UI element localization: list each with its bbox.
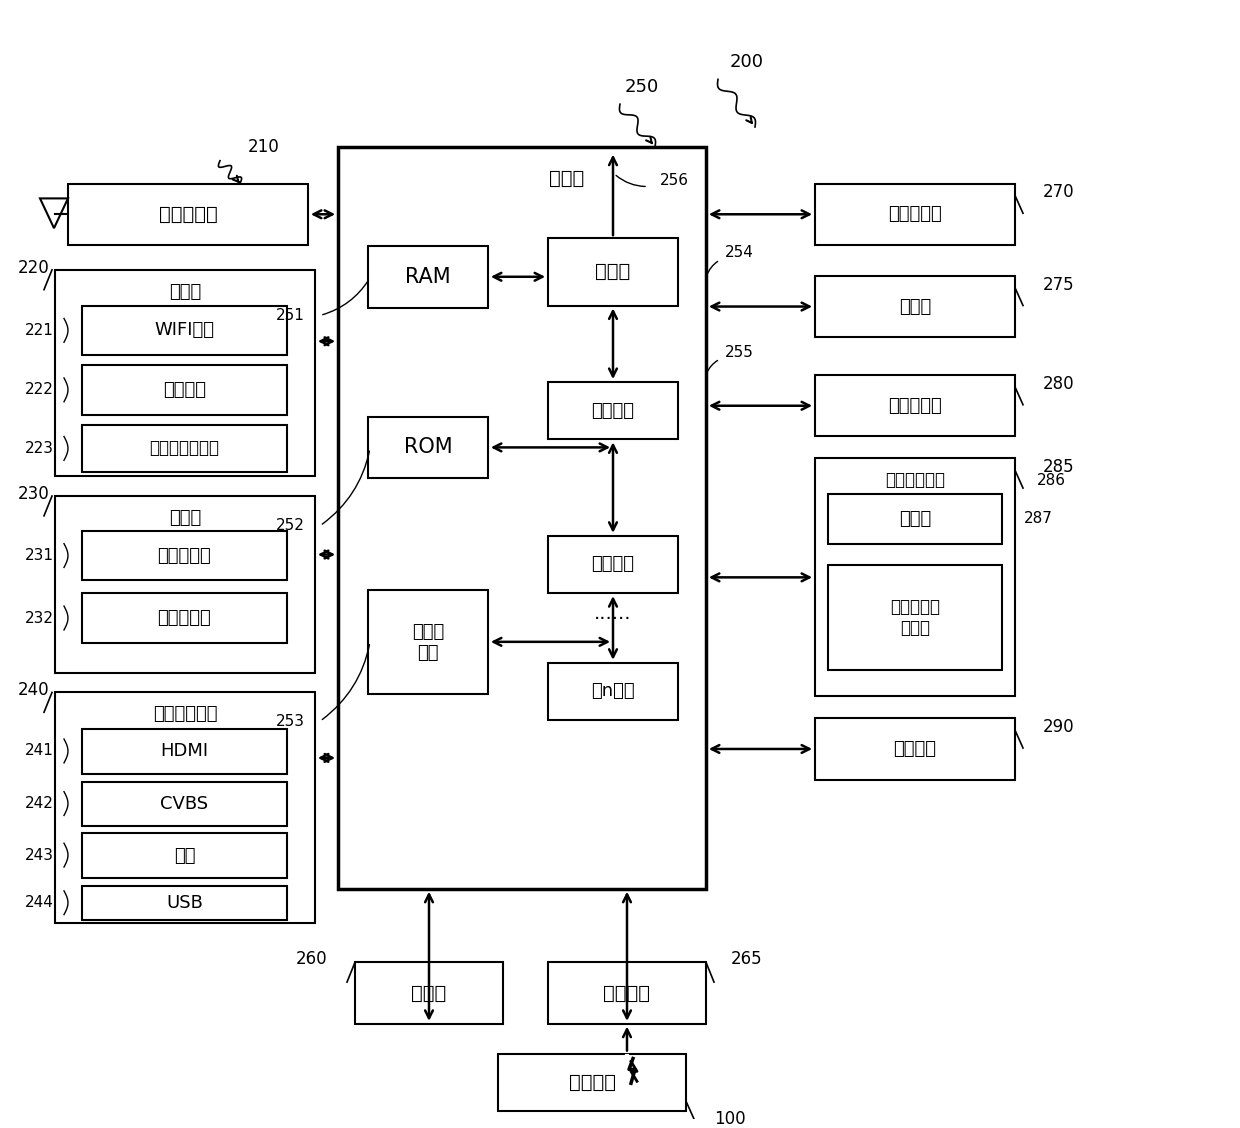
- Text: 265: 265: [732, 950, 763, 968]
- Text: ROM: ROM: [404, 438, 453, 457]
- Text: 有线以太网模块: 有线以太网模块: [150, 440, 219, 457]
- Text: 检测器: 检测器: [169, 509, 201, 527]
- Text: USB: USB: [166, 893, 203, 911]
- Bar: [815, 719, 1016, 779]
- Bar: [82, 365, 286, 415]
- Bar: [368, 246, 489, 308]
- Text: 控制器: 控制器: [548, 169, 584, 188]
- Text: 221: 221: [25, 323, 55, 338]
- Bar: [815, 184, 1016, 245]
- Text: 视频处理器: 视频处理器: [888, 205, 942, 223]
- Text: 240: 240: [19, 681, 50, 699]
- Text: 图像采集器: 图像采集器: [157, 609, 211, 627]
- Text: 254: 254: [725, 246, 754, 261]
- Bar: [815, 458, 1016, 696]
- Bar: [55, 270, 315, 476]
- Bar: [828, 565, 1002, 670]
- Text: 244: 244: [25, 896, 55, 910]
- Bar: [548, 382, 678, 440]
- Text: 280: 280: [1043, 374, 1075, 393]
- Text: 控制装置: 控制装置: [568, 1073, 615, 1092]
- Bar: [498, 1054, 686, 1111]
- Bar: [339, 147, 706, 889]
- Text: 287: 287: [1024, 511, 1053, 527]
- Bar: [815, 374, 1016, 437]
- Text: 通信器: 通信器: [169, 283, 201, 301]
- Bar: [548, 962, 706, 1024]
- Text: 223: 223: [25, 441, 55, 456]
- Bar: [548, 238, 678, 306]
- Text: CVBS: CVBS: [160, 795, 208, 813]
- Text: 285: 285: [1043, 458, 1075, 476]
- Text: 200: 200: [730, 53, 764, 71]
- Bar: [82, 531, 286, 580]
- Text: 255: 255: [725, 345, 754, 360]
- Text: HDMI: HDMI: [160, 742, 208, 760]
- Bar: [815, 275, 1016, 337]
- Text: 扬声器: 扬声器: [899, 510, 931, 528]
- Text: 调谐解调器: 调谐解调器: [159, 205, 217, 223]
- Text: 分量: 分量: [174, 847, 195, 865]
- Bar: [548, 662, 678, 720]
- Text: 232: 232: [25, 610, 55, 626]
- Text: 外部装置接口: 外部装置接口: [153, 705, 217, 723]
- Bar: [55, 693, 315, 923]
- Bar: [68, 184, 308, 245]
- Text: 显示器: 显示器: [899, 298, 931, 316]
- Text: 处理器: 处理器: [595, 263, 631, 281]
- Text: 第一接口: 第一接口: [591, 402, 635, 420]
- Bar: [368, 416, 489, 478]
- Bar: [368, 590, 489, 695]
- Text: 253: 253: [277, 714, 305, 729]
- Bar: [82, 593, 286, 643]
- Text: 250: 250: [625, 78, 660, 96]
- Bar: [82, 834, 286, 878]
- Bar: [828, 494, 1002, 544]
- Bar: [82, 782, 286, 827]
- Text: 286: 286: [1037, 473, 1066, 487]
- Text: 音频输出接口: 音频输出接口: [885, 472, 945, 490]
- Text: 存储器: 存储器: [412, 984, 446, 1003]
- Text: 声音采集器: 声音采集器: [157, 547, 211, 564]
- Bar: [82, 424, 286, 473]
- Text: 222: 222: [25, 382, 55, 397]
- Bar: [355, 962, 503, 1024]
- Bar: [548, 536, 678, 593]
- Text: RAM: RAM: [405, 267, 451, 287]
- Bar: [82, 885, 286, 919]
- Bar: [82, 729, 286, 774]
- Text: 290: 290: [1043, 719, 1075, 737]
- Text: 100: 100: [714, 1110, 745, 1128]
- Text: WIFI模块: WIFI模块: [155, 321, 215, 340]
- Text: 242: 242: [25, 796, 55, 811]
- Text: 图形处
理器: 图形处 理器: [412, 623, 444, 662]
- Text: 外接音响输
出端子: 外接音响输 出端子: [890, 598, 940, 637]
- Text: 蓝牙模块: 蓝牙模块: [162, 381, 206, 399]
- Text: 第二接口: 第二接口: [591, 555, 635, 573]
- Text: 275: 275: [1043, 275, 1075, 293]
- Text: 供电电源: 供电电源: [894, 740, 936, 758]
- Text: 210: 210: [248, 138, 280, 156]
- Text: 252: 252: [277, 518, 305, 534]
- Text: ......: ......: [594, 603, 631, 623]
- Text: 230: 230: [19, 485, 50, 503]
- Text: 243: 243: [25, 847, 55, 863]
- Text: 用户接口: 用户接口: [604, 984, 651, 1003]
- Text: 260: 260: [295, 950, 327, 968]
- Text: 第n接口: 第n接口: [591, 682, 635, 700]
- Bar: [55, 496, 315, 672]
- Text: 231: 231: [25, 548, 55, 563]
- Bar: [82, 306, 286, 355]
- Text: 251: 251: [277, 308, 305, 323]
- Text: 256: 256: [660, 173, 689, 188]
- Text: 241: 241: [25, 743, 55, 758]
- Text: 音频处理器: 音频处理器: [888, 397, 942, 415]
- Text: 270: 270: [1043, 184, 1075, 202]
- Text: 220: 220: [19, 258, 50, 276]
